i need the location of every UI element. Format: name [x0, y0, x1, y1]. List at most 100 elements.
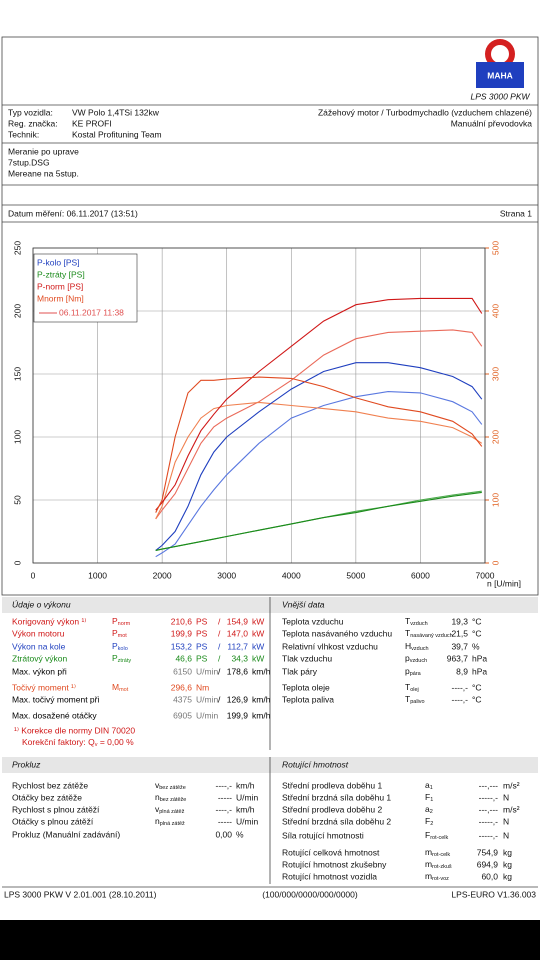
vehicle-label: Typ vozidla:: [8, 107, 53, 117]
row-unit: °C: [472, 616, 482, 626]
row-value: 199,9: [171, 628, 193, 638]
vehicle-value: VW Polo 1,4TSi 132kw: [72, 107, 160, 117]
row-label: Výkon na kole: [12, 641, 66, 651]
symbol: Tnasávaný vzduch: [405, 628, 453, 639]
row-value: -----: [218, 792, 232, 802]
row-value: 34,3: [231, 653, 248, 663]
y2-tick-label: 0: [490, 560, 500, 565]
symbol-sub: ztráty: [118, 658, 132, 664]
row-label: Střední brzdná síla doběhu 1: [282, 792, 391, 802]
legend-entry: P-kolo [PS]: [37, 257, 80, 267]
row-value: 6905: [173, 710, 192, 720]
row-unit: PS: [196, 653, 208, 663]
legend-box: [33, 253, 138, 323]
legend-entry: P-norm [PS]: [37, 281, 83, 291]
symbol-sub: 2: [430, 821, 433, 827]
symbol-sub: norm: [118, 621, 131, 627]
symbol: a1: [425, 780, 433, 791]
y2-tick-label: 500: [490, 241, 500, 255]
row-label: Střední prodleva doběhu 2: [282, 804, 382, 814]
row-label: Teplota oleje: [282, 682, 330, 692]
symbol-sub: rot-celk: [430, 835, 448, 841]
row-unit: km/h: [252, 694, 271, 704]
symbol-base: F: [425, 792, 430, 802]
row-unit: U/min: [236, 792, 258, 802]
row-label: Výkon motoru: [12, 628, 65, 638]
section-title: Vnější data: [282, 599, 325, 609]
x-tick-label: 4000: [282, 570, 301, 580]
symbol-base: m: [425, 871, 432, 881]
symbol-sub: kolo: [118, 646, 128, 652]
logo-text: MAHA: [487, 70, 513, 80]
row-value: 39,7: [451, 641, 468, 651]
symbol: mrot-celk: [425, 847, 450, 858]
row-unit: U/min: [196, 694, 218, 704]
factor-text: Korekční faktory: Q: [22, 737, 95, 747]
vehicle-value: KE PROFI: [72, 118, 112, 128]
row-value: 8,9: [456, 666, 468, 676]
symbol: nbez zátěže: [155, 792, 186, 803]
symbol: vplná zátěž: [155, 804, 185, 815]
note: 7stup.DSG: [8, 157, 50, 167]
symbol-base: P: [112, 616, 118, 626]
row-label: Otáčky bez zátěže: [12, 792, 82, 802]
row-value: ----,-: [451, 694, 468, 704]
symbol-base: n: [155, 816, 160, 826]
symbol: F1: [425, 792, 433, 803]
row-value: 46,6: [175, 653, 192, 663]
symbol-base: P: [112, 628, 118, 638]
row-label: Prokluz (Manuální zadávání): [12, 829, 120, 839]
y-tick-label: 250: [12, 241, 22, 255]
row-unit: U/min: [236, 816, 258, 826]
row-unit: kg: [503, 847, 512, 857]
x-axis-label: n [U/min]: [487, 578, 521, 588]
symbol-base: M: [112, 682, 119, 692]
symbol: mrot-zkuš: [425, 859, 452, 870]
vehicle-label: Reg. značka:: [8, 118, 58, 128]
row-value: 754,9: [477, 847, 499, 857]
row-value: -----,-: [479, 792, 499, 802]
y2-tick-label: 300: [490, 367, 500, 381]
x-tick-label: 3000: [217, 570, 236, 580]
symbol-sub: bez zátěže: [159, 785, 186, 791]
row-unit: hPa: [472, 666, 487, 676]
symbol-sub: palivo: [410, 699, 424, 705]
symbol-base: P: [112, 653, 118, 663]
symbol: F2: [425, 816, 433, 827]
row-value: 126,9: [227, 694, 249, 704]
row-label: Rotující hmotnost vozidla: [282, 871, 377, 881]
row-unit: Nm: [196, 682, 209, 692]
symbol-base: a: [425, 804, 430, 814]
x-tick-label: 1000: [88, 570, 107, 580]
symbol-base: H: [405, 641, 411, 651]
symbol-base: T: [405, 628, 410, 638]
row-unit: km/h: [252, 666, 271, 676]
footer-right: LPS-EURO V1.36.003: [451, 889, 536, 899]
symbol-base: P: [112, 641, 118, 651]
series-line: [155, 401, 483, 520]
row-label: Střední prodleva doběhu 1: [282, 780, 382, 790]
row-value: 199,9: [227, 710, 249, 720]
symbol-sub: plná zátěž: [160, 821, 185, 827]
symbol-sub: rot-voz: [432, 876, 449, 882]
series-line: [155, 376, 483, 513]
row-label: Tlak vzduchu: [282, 653, 332, 663]
row-separator: /: [218, 616, 221, 626]
symbol-sub: rot-zkuš: [432, 864, 452, 870]
legend-entry: Mnorm [Nm]: [37, 293, 84, 303]
row-label: Rotující hmotnost zkušebny: [282, 859, 387, 869]
row-separator: /: [218, 666, 221, 676]
x-tick-label: 7000: [476, 570, 495, 580]
frame: [1, 36, 539, 596]
symbol-sub: 2: [430, 809, 433, 815]
symbol: Tvzduch: [405, 616, 428, 627]
footnote: ¹⁾ Korekce dle normy DIN 70020: [14, 725, 135, 735]
row-unit: kg: [503, 871, 512, 881]
plot-area: [32, 247, 486, 564]
row-value: -----,-: [479, 816, 499, 826]
symbol: Pnorm: [112, 616, 131, 627]
row-unit: °C: [472, 694, 482, 704]
row-value: ----,-: [451, 682, 468, 692]
row-unit: %: [236, 829, 244, 839]
